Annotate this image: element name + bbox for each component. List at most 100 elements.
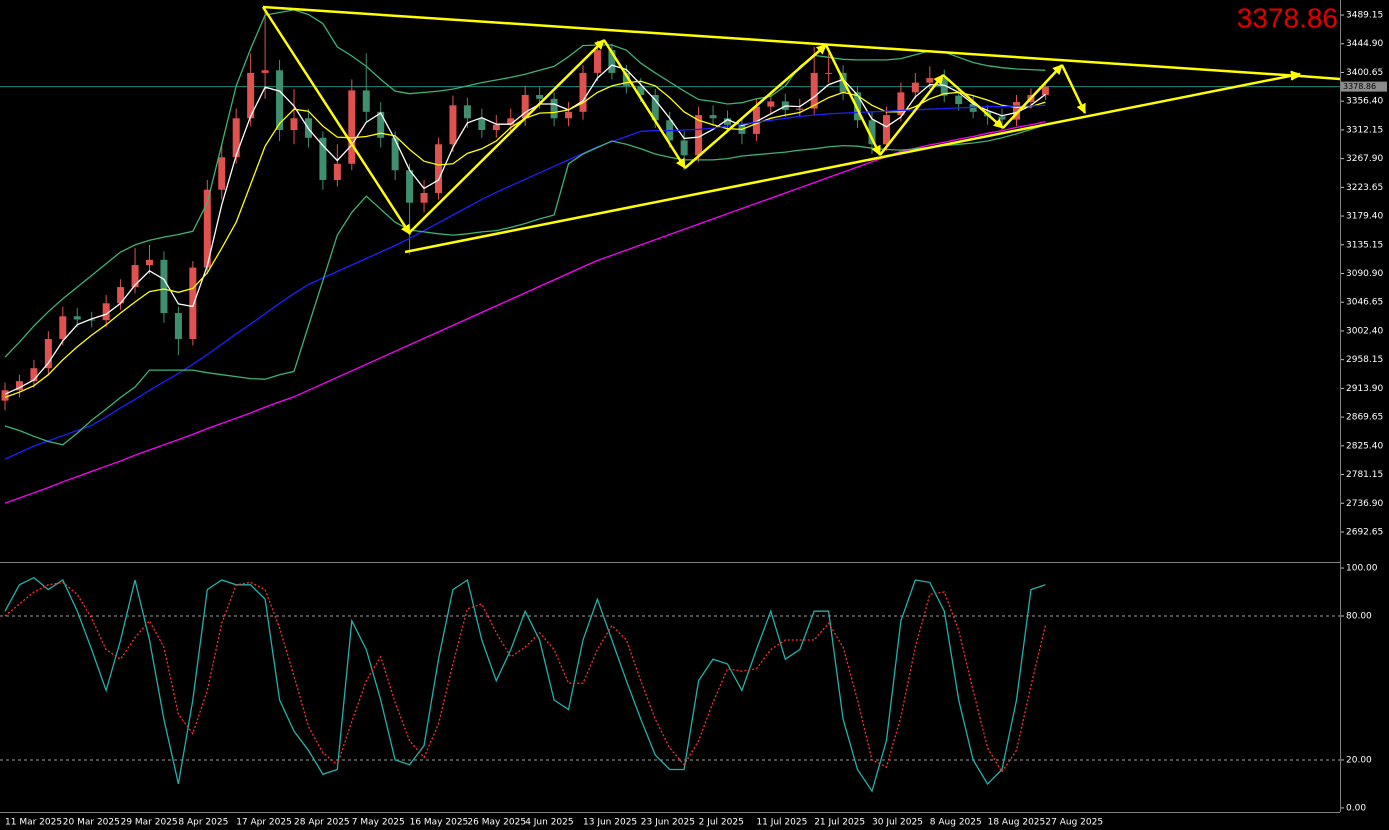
x-tick-label: 4 Jun 2025: [525, 818, 573, 828]
y-tick-label: 2869.65: [1346, 413, 1383, 423]
indicator-line: [4, 576, 1046, 793]
y-tick-label: 0.00: [1346, 803, 1366, 813]
x-tick-label: 11 Jul 2025: [756, 818, 807, 828]
wave-arrow: [261, 6, 412, 235]
x-tick-label: 11 Mar 2025: [5, 818, 62, 828]
candle-body: [796, 108, 804, 110]
candle-body: [897, 92, 905, 116]
y-tick-label: 3135.15: [1346, 240, 1383, 250]
candle-body: [319, 137, 327, 180]
y-tick-label: 3267.90: [1346, 154, 1383, 164]
candle-body: [435, 144, 442, 193]
x-tick-label: 28 Apr 2025: [294, 818, 350, 828]
candle-body: [261, 70, 269, 73]
candle-body: [1, 390, 9, 401]
x-tick-label: 7 May 2025: [352, 818, 405, 828]
candle-body: [911, 82, 919, 93]
candle-body: [88, 319, 96, 321]
candle-body: [478, 118, 486, 131]
candle-body: [406, 170, 414, 203]
indicator-line: [4, 120, 1046, 504]
candle-body: [854, 92, 862, 121]
candle-body: [232, 118, 240, 158]
wave-arrow: [602, 39, 687, 169]
candle-body: [174, 313, 182, 339]
y-tick-label: 2958.15: [1346, 355, 1383, 365]
y-tick-label: 3356.40: [1346, 97, 1383, 107]
upper-trendline-extension: [1299, 74, 1341, 81]
candle-body: [449, 105, 457, 145]
candle-body: [146, 259, 153, 266]
x-tick-label: 2 Jul 2025: [699, 818, 744, 828]
candle-body: [160, 259, 168, 314]
y-tick-label: 3400.65: [1346, 68, 1383, 78]
y-tick-label: 3444.90: [1346, 39, 1383, 49]
candle-body: [608, 50, 616, 73]
candle-body: [333, 163, 341, 180]
upper-trendline: [262, 5, 1301, 81]
y-tick-label: 2913.90: [1346, 384, 1383, 394]
candle-body: [882, 115, 890, 145]
x-tick-label: 8 Apr 2025: [178, 818, 228, 828]
indicator-line: [4, 581, 1047, 774]
candle-body: [926, 78, 934, 83]
candle-body: [492, 124, 500, 131]
wave-arrow: [824, 44, 882, 156]
wave-arrow: [1002, 64, 1063, 129]
candle-body: [651, 94, 659, 121]
candle-body: [348, 90, 356, 164]
candle-body: [420, 192, 428, 203]
indicator-line: [4, 9, 1046, 358]
candle-body: [767, 101, 775, 107]
x-tick-label: 18 Aug 2025: [988, 818, 1046, 828]
wave-arrow: [879, 74, 944, 156]
y-tick-label: 3090.90: [1346, 269, 1383, 279]
candle-body: [680, 140, 688, 156]
indicator-line: [4, 64, 1046, 395]
candle-body: [709, 115, 717, 119]
wave-arrow: [684, 44, 827, 169]
candle-body: [117, 287, 125, 304]
candle-body: [868, 120, 876, 145]
current-price-tag: [1341, 81, 1387, 92]
wave-arrow: [409, 39, 605, 233]
plot-area: 3378.86 11 Mar 2025 20 Mar 2025 29 Mar 2025…: [0, 7, 1387, 828]
candle-body: [695, 115, 703, 156]
candle-body: [189, 267, 197, 339]
x-tick-label: 23 Jun 2025: [641, 818, 695, 828]
x-tick-label: 16 May 2025: [410, 818, 469, 828]
candle-body: [391, 137, 399, 171]
x-tick-label: 21 Jul 2025: [814, 818, 865, 828]
candle-body: [44, 338, 52, 369]
candle-body: [622, 72, 630, 86]
candle-body: [550, 98, 558, 119]
candle-body: [565, 111, 573, 119]
candle-body: [102, 303, 110, 321]
x-tick-label: 30 Jul 2025: [872, 818, 923, 828]
candle-body: [521, 94, 529, 119]
candle-body: [507, 118, 515, 125]
y-tick-label: 3002.40: [1346, 326, 1383, 336]
y-tick-label: 2692.65: [1346, 527, 1383, 537]
y-tick-label: 3312.15: [1346, 125, 1383, 135]
candle-body: [203, 189, 211, 268]
y-tick-label: 2781.15: [1346, 470, 1383, 480]
candle-body: [940, 78, 948, 96]
candle-body: [463, 105, 471, 119]
indicator-line: [4, 104, 1046, 460]
x-tick-label: 20 Mar 2025: [63, 818, 120, 828]
candle-body: [810, 72, 818, 109]
candle-body: [218, 157, 226, 190]
y-tick-label: 20.00: [1346, 755, 1372, 765]
candle-body: [247, 72, 255, 119]
candle-body: [825, 72, 833, 74]
y-tick-label: 3489.15: [1346, 11, 1383, 21]
lower-trendline: [404, 70, 1301, 254]
x-tick-label: 8 Aug 2025: [930, 818, 982, 828]
x-tick-label: 17 Apr 2025: [236, 818, 292, 828]
y-tick-label: 100.00: [1346, 564, 1378, 574]
candle-body: [593, 50, 601, 73]
